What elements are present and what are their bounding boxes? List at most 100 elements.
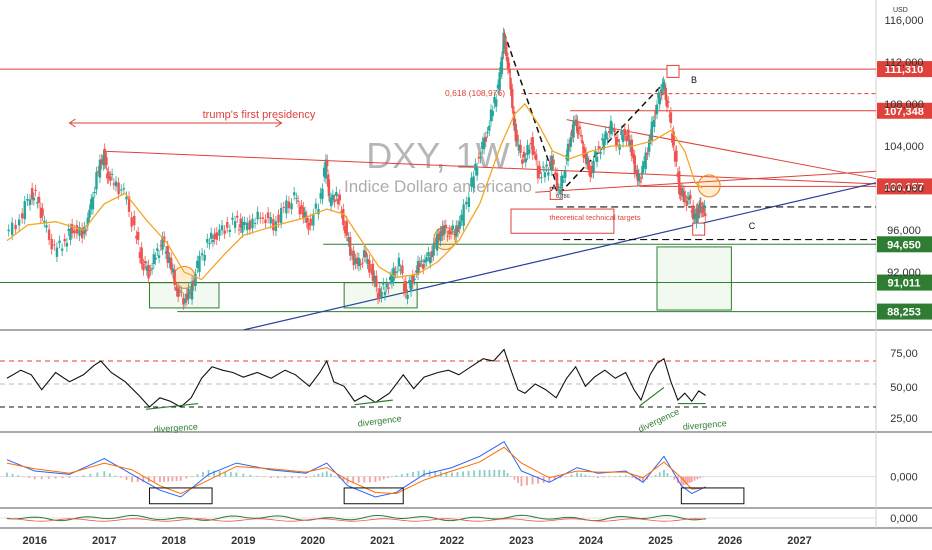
price-candle [455, 225, 458, 237]
macd-histogram-bar [597, 476, 599, 478]
price-candle [420, 260, 423, 262]
price-candle [135, 235, 138, 239]
price-candle [150, 268, 154, 270]
macd-histogram-bar [628, 476, 631, 478]
rsi-line[interactable] [6, 348, 706, 408]
price-candle [416, 260, 420, 275]
ma-crossover-circle[interactable] [697, 174, 721, 198]
price-candle [479, 157, 482, 159]
chart-watermark-title: DXY, 1W [366, 135, 509, 176]
rsi-divergence-line[interactable] [639, 386, 665, 407]
x-tick-label: 2021 [370, 535, 394, 547]
price-candle [582, 147, 585, 158]
price-candle [296, 200, 300, 202]
price-level-badge [877, 274, 932, 291]
price-candle [359, 264, 362, 266]
price-level-badge [877, 102, 932, 119]
price-candle [623, 129, 627, 136]
macd-histogram-bar [510, 476, 512, 477]
price-candle [382, 283, 385, 285]
price-candle [399, 269, 402, 271]
price-candle [512, 111, 516, 126]
macd-histogram-bar [663, 469, 665, 477]
price-candle [350, 253, 354, 255]
price-candle [550, 155, 554, 171]
price-candle [375, 275, 378, 288]
price-candle [312, 213, 315, 226]
price-candle [203, 254, 206, 261]
rsi-divergence-line[interactable] [354, 399, 393, 406]
macd-histogram-bar [517, 476, 519, 483]
wave-label-box [666, 64, 680, 78]
price-candle [664, 87, 667, 100]
price-candle [321, 188, 324, 200]
price-candle [691, 205, 695, 220]
price-candle [538, 166, 541, 175]
triangle-lower-line[interactable] [535, 170, 877, 193]
price-candle [474, 163, 477, 171]
targets-box [510, 208, 615, 234]
price-candle [507, 62, 511, 67]
price-candle [107, 171, 110, 179]
macd-histogram-bar [213, 470, 216, 477]
price-candle [200, 253, 204, 256]
wave-label-a: A [551, 183, 557, 193]
macd-histogram-bar [338, 476, 341, 479]
price-candle [335, 191, 338, 197]
price-candle [269, 217, 272, 224]
price-candle [669, 112, 673, 123]
x-tick-label: 2023 [509, 535, 533, 547]
macd-histogram-bar [456, 472, 459, 477]
macd-line[interactable] [6, 440, 706, 498]
price-level-label: 100,157 [884, 181, 924, 193]
price-candle [109, 176, 112, 181]
macd-histogram-bar [368, 476, 371, 483]
macd-highlight-box[interactable] [343, 487, 404, 505]
price-candle [423, 259, 427, 263]
price-candle [654, 110, 657, 115]
macd-histogram-bar [284, 476, 286, 478]
price-level-badge [877, 236, 932, 253]
price-candle [175, 286, 178, 292]
price-candle [354, 259, 357, 264]
macd-signal-line[interactable] [6, 446, 706, 495]
price-candle [415, 270, 418, 273]
macd-histogram-bar [89, 473, 92, 477]
macd-histogram-bar [325, 471, 328, 477]
price-candle [554, 172, 557, 176]
support-zone-box[interactable] [656, 246, 732, 311]
price-candle [336, 198, 340, 205]
price-candle [302, 207, 305, 219]
macd-highlight-box[interactable] [680, 487, 745, 505]
price-candle [45, 225, 48, 228]
macd-histogram-bar [531, 476, 534, 485]
macd-histogram-bar [608, 476, 610, 478]
price-candle [69, 228, 72, 241]
annotation-trump-presidency: trump's first presidency [203, 109, 316, 121]
price-candle [397, 257, 401, 267]
price-candle [422, 264, 425, 270]
price-candle [259, 217, 262, 219]
price-candle [178, 290, 182, 292]
macd-histogram-bar [699, 476, 702, 478]
moving-average-line[interactable] [6, 102, 703, 281]
price-candle [282, 207, 285, 209]
price-candle [164, 251, 168, 254]
price-candle [152, 254, 156, 264]
price-candle [168, 257, 171, 264]
price-candle [432, 243, 435, 256]
macd-highlight-box[interactable] [148, 487, 213, 505]
macd-histogram-bar [224, 471, 227, 477]
price-candle [481, 141, 484, 149]
red-descending-trendline[interactable] [104, 150, 877, 185]
bottom-oscillator-signal[interactable] [6, 518, 706, 522]
price-candle [213, 233, 216, 240]
price-candle [418, 262, 421, 267]
price-candle [196, 260, 199, 268]
rsi-divergence-line[interactable] [145, 402, 199, 410]
macd-histogram-bar [483, 469, 486, 477]
price-candle [560, 175, 563, 186]
triangle-upper-line[interactable] [566, 119, 877, 180]
macd-histogram-bar [498, 469, 501, 477]
price-candle [493, 97, 496, 104]
